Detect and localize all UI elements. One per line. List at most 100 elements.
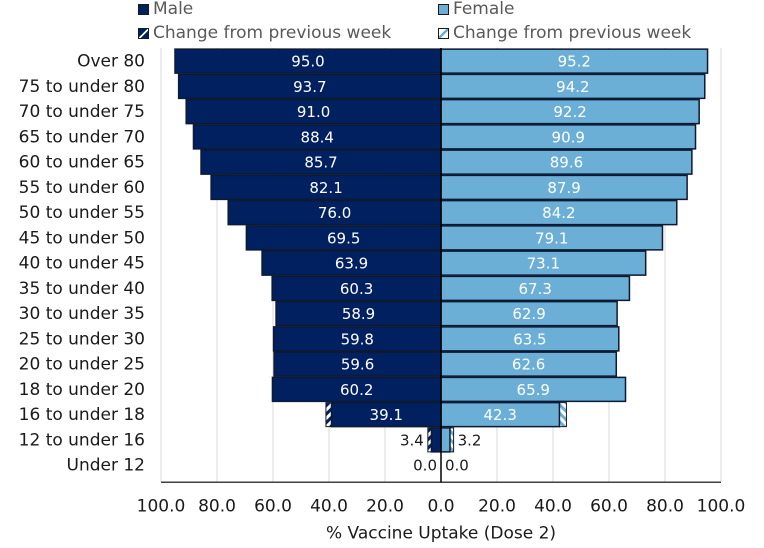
female-bar bbox=[440, 73, 706, 100]
female-value-label: 73.1 bbox=[527, 255, 560, 273]
category-label: Over 80 bbox=[77, 52, 145, 72]
male-value-label: 85.7 bbox=[304, 154, 337, 172]
female-bar bbox=[440, 275, 631, 302]
male-swatch-icon bbox=[138, 3, 149, 15]
male-bar bbox=[330, 401, 442, 428]
category-label: 12 to under 16 bbox=[19, 430, 145, 450]
female-value-label: 87.9 bbox=[547, 179, 580, 197]
category-label: 55 to under 60 bbox=[19, 178, 145, 198]
female-bar bbox=[440, 124, 697, 150]
x-tick-label: 40.0 bbox=[534, 496, 572, 516]
category-label: Under 12 bbox=[67, 456, 146, 476]
female-swatch-icon bbox=[438, 3, 449, 15]
female-bar bbox=[440, 300, 618, 327]
legend-label: Female bbox=[453, 0, 515, 19]
male-change-bar bbox=[325, 402, 333, 428]
female-change-bar bbox=[558, 402, 567, 428]
category-label: 65 to under 70 bbox=[19, 127, 145, 147]
male-bar bbox=[430, 427, 442, 453]
female-value-label: 84.2 bbox=[542, 204, 575, 222]
male-bar bbox=[227, 199, 442, 226]
male-bar bbox=[261, 250, 442, 276]
x-tick-label: 0.0 bbox=[427, 496, 454, 516]
female-bar bbox=[440, 326, 620, 352]
category-label: 75 to under 80 bbox=[19, 77, 145, 97]
category-label: 20 to under 25 bbox=[19, 355, 145, 375]
legend-label: Change from previous week bbox=[453, 23, 692, 43]
legend-label: Change from previous week bbox=[153, 23, 392, 43]
category-label: 30 to under 35 bbox=[19, 304, 145, 324]
male-value-label: 69.5 bbox=[327, 229, 360, 247]
female-bar bbox=[440, 376, 627, 403]
male-value-label: 95.0 bbox=[291, 53, 324, 71]
x-tick-label: 80.0 bbox=[646, 496, 684, 516]
female-change-swatch-icon bbox=[438, 27, 449, 39]
male-bar bbox=[174, 48, 442, 74]
male-change-swatch-icon bbox=[138, 27, 149, 39]
female-bar bbox=[440, 199, 678, 226]
x-tick-label: 20.0 bbox=[366, 496, 404, 516]
male-value-label: 91.0 bbox=[297, 103, 330, 121]
male-value-label: 93.7 bbox=[293, 78, 326, 96]
category-label: 25 to under 30 bbox=[19, 329, 145, 349]
female-bar bbox=[440, 48, 709, 74]
legend-item-female-change: Change from previous week bbox=[438, 23, 691, 43]
female-value-label: 62.9 bbox=[512, 305, 545, 323]
female-value-label: 79.1 bbox=[535, 229, 568, 247]
category-label: 40 to under 45 bbox=[19, 254, 145, 274]
category-label: 50 to under 55 bbox=[19, 203, 145, 223]
female-value-label: 94.2 bbox=[556, 78, 589, 96]
female-value-label: 42.3 bbox=[484, 406, 517, 424]
category-label: 60 to under 65 bbox=[19, 153, 145, 173]
x-tick-label: 80.0 bbox=[198, 496, 236, 516]
male-value-label: 88.4 bbox=[301, 128, 334, 146]
male-bar bbox=[200, 149, 442, 175]
legend-item-female: Female bbox=[438, 0, 514, 19]
x-axis-title: % Vaccine Uptake (Dose 2) bbox=[326, 523, 556, 543]
female-bar bbox=[440, 427, 451, 453]
female-value-label: 67.3 bbox=[519, 280, 552, 298]
female-value-label: 0.0 bbox=[445, 457, 469, 475]
category-label: 16 to under 18 bbox=[19, 405, 145, 425]
male-value-label: 60.3 bbox=[340, 280, 373, 298]
male-value-label: 59.8 bbox=[341, 330, 374, 348]
female-value-label: 95.2 bbox=[558, 53, 591, 71]
category-label: 35 to under 40 bbox=[19, 279, 145, 299]
female-bar bbox=[440, 401, 561, 428]
female-value-label: 89.6 bbox=[550, 154, 583, 172]
male-value-label: 3.4 bbox=[400, 431, 424, 449]
male-value-label: 76.0 bbox=[318, 204, 351, 222]
male-value-label: 0.0 bbox=[413, 457, 437, 475]
female-bar bbox=[440, 149, 693, 175]
male-value-label: 39.1 bbox=[370, 406, 403, 424]
x-tick-label: 100.0 bbox=[697, 496, 746, 516]
x-tick-label: 100.0 bbox=[137, 496, 186, 516]
legend-label: Male bbox=[153, 0, 194, 19]
male-bar bbox=[271, 376, 442, 403]
male-value-label: 59.6 bbox=[341, 356, 374, 374]
male-bar bbox=[271, 275, 442, 302]
category-labels: Over 80 75 to under 80 70 to under 75 65 to… bbox=[19, 52, 145, 476]
male-value-label: 82.1 bbox=[309, 179, 342, 197]
male-bar bbox=[273, 351, 442, 377]
female-value-label: 92.2 bbox=[553, 103, 586, 121]
female-bar bbox=[440, 250, 647, 276]
male-value-label: 63.9 bbox=[335, 255, 368, 273]
female-value-label: 63.5 bbox=[513, 330, 546, 348]
category-label: 18 to under 20 bbox=[19, 380, 145, 400]
x-tick-label: 40.0 bbox=[310, 496, 348, 516]
legend-item-male-change: Change from previous week bbox=[138, 23, 391, 43]
x-tick-label: 60.0 bbox=[254, 496, 292, 516]
category-label: 70 to under 75 bbox=[19, 102, 145, 122]
x-tick-label: 20.0 bbox=[478, 496, 516, 516]
male-bar bbox=[177, 73, 442, 100]
female-value-label: 3.2 bbox=[458, 431, 482, 449]
legend-item-male: Male bbox=[138, 0, 193, 19]
female-bar bbox=[440, 351, 618, 377]
bars: 95.0 95.2 93.7 94.2 91.0 92.2 88.4 90.9 85.7 89.6… bbox=[174, 48, 709, 475]
x-tick-label: 60.0 bbox=[590, 496, 628, 516]
male-bar bbox=[185, 98, 442, 125]
female-bar bbox=[440, 98, 700, 125]
x-tick-labels: 100.0 80.0 60.0 40.0 20.0 0.0 20.0 40.0 60.0 80.0… bbox=[137, 496, 746, 516]
